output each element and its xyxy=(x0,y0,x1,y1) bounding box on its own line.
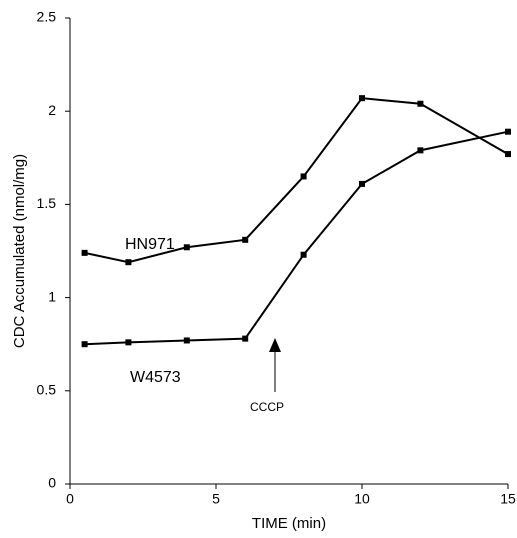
x-tick-label: 5 xyxy=(212,491,220,507)
point xyxy=(242,236,249,243)
x-tick-label: 10 xyxy=(354,491,370,507)
arrow-head xyxy=(269,338,281,352)
y-tick-label: 0 xyxy=(48,475,56,491)
point xyxy=(417,100,424,107)
y-tick-label: 2 xyxy=(48,102,56,118)
point xyxy=(183,244,190,251)
annotation: CCCP xyxy=(250,400,284,414)
y-tick-label: 2.5 xyxy=(37,9,57,25)
y-tick-label: 1.5 xyxy=(37,195,57,211)
y-axis-label: CDC Accumulated (nmol/mg) xyxy=(11,154,28,348)
series-line xyxy=(84,97,509,264)
point xyxy=(125,259,132,266)
point xyxy=(81,249,88,256)
annotation: HN971 xyxy=(125,236,175,253)
point xyxy=(300,173,307,180)
point xyxy=(300,251,307,258)
x-tick-label: 0 xyxy=(66,491,74,507)
series-line xyxy=(84,130,509,346)
point xyxy=(81,341,88,348)
point xyxy=(505,151,511,158)
point xyxy=(183,337,190,344)
point xyxy=(359,95,365,102)
x-tick-label: 15 xyxy=(500,491,516,507)
annotation: W4573 xyxy=(130,369,181,386)
point xyxy=(125,339,132,346)
y-tick-label: 1 xyxy=(48,288,56,304)
point xyxy=(417,147,424,154)
point xyxy=(359,180,365,187)
x-axis-label: TIME (min) xyxy=(252,515,326,532)
point xyxy=(242,335,249,342)
point xyxy=(505,128,511,135)
y-tick-label: 0.5 xyxy=(37,382,57,398)
